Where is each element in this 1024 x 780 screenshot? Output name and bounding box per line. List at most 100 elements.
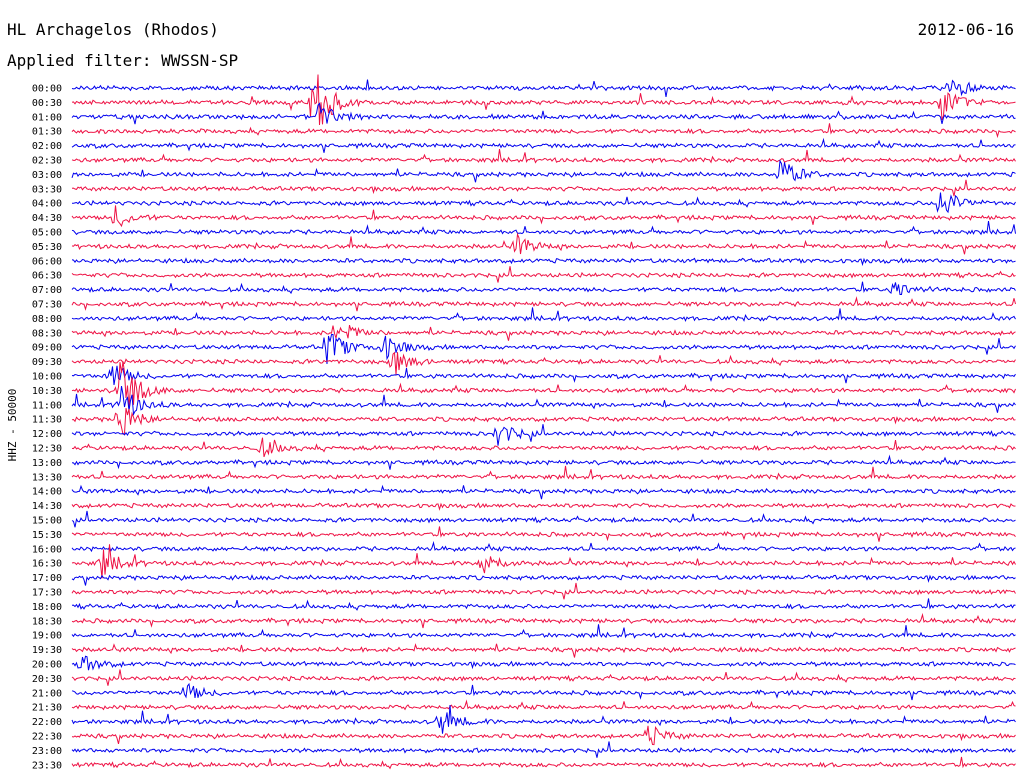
trace-line-23:00 xyxy=(71,741,1016,758)
trace-line-09:30 xyxy=(71,351,1016,375)
trace-line-14:00 xyxy=(71,484,1016,500)
trace-line-07:00 xyxy=(71,281,1016,295)
trace-line-05:00 xyxy=(71,221,1016,236)
trace-line-10:00 xyxy=(71,365,1016,385)
trace-line-03:30 xyxy=(71,179,1016,197)
trace-line-13:00 xyxy=(71,454,1016,470)
y-tick-label: 21:00 xyxy=(32,688,62,699)
y-tick-label: 08:00 xyxy=(32,314,62,325)
trace-line-15:30 xyxy=(71,526,1016,542)
y-tick-label: 18:00 xyxy=(32,602,62,613)
trace-line-19:00 xyxy=(71,624,1016,639)
time-tick-labels: 00:00 00:30 01:00 01:30 02:00 02:30 03:00 03:30… xyxy=(32,84,62,772)
y-tick-label: 17:30 xyxy=(32,588,62,599)
y-tick-label: 06:00 xyxy=(32,256,62,267)
trace-line-08:30 xyxy=(71,324,1016,341)
y-tick-label: 05:00 xyxy=(32,228,62,239)
trace-line-22:30 xyxy=(71,725,1016,746)
trace-line-22:00 xyxy=(71,704,1016,734)
y-tick-label: 22:00 xyxy=(32,717,62,728)
y-tick-label: 10:00 xyxy=(32,372,62,383)
trace-line-16:00 xyxy=(71,540,1016,553)
y-tick-label: 10:30 xyxy=(32,386,62,397)
y-tick-label: 23:30 xyxy=(32,760,62,771)
trace-line-06:00 xyxy=(71,257,1016,267)
y-tick-label: 13:30 xyxy=(32,472,62,483)
trace-line-02:00 xyxy=(71,137,1016,153)
y-tick-label: 12:00 xyxy=(32,429,62,440)
y-tick-label: 11:00 xyxy=(32,400,62,411)
y-tick-label: 16:30 xyxy=(32,559,62,570)
trace-group xyxy=(71,74,1016,770)
y-tick-label: 00:30 xyxy=(32,98,62,109)
trace-line-05:30 xyxy=(71,232,1016,255)
y-tick-label: 07:00 xyxy=(32,285,62,296)
trace-line-07:30 xyxy=(71,296,1016,312)
y-tick-label: 03:00 xyxy=(32,170,62,181)
y-tick-label: 18:30 xyxy=(32,616,62,627)
trace-line-21:30 xyxy=(71,699,1016,711)
y-tick-label: 01:30 xyxy=(32,127,62,138)
trace-line-23:30 xyxy=(71,756,1016,770)
y-tick-label: 06:30 xyxy=(32,271,62,282)
trace-line-10:30 xyxy=(71,361,1016,409)
trace-line-00:00 xyxy=(71,79,1016,97)
trace-line-21:00 xyxy=(71,682,1016,701)
y-tick-label: 14:00 xyxy=(32,487,62,498)
trace-line-11:00 xyxy=(71,386,1016,417)
y-tick-label: 11:30 xyxy=(32,415,62,426)
trace-line-18:30 xyxy=(71,612,1016,629)
trace-line-17:00 xyxy=(71,574,1016,586)
trace-line-20:00 xyxy=(71,655,1016,671)
y-tick-label: 14:30 xyxy=(32,501,62,512)
trace-line-00:30 xyxy=(71,74,1016,126)
y-tick-label: 02:00 xyxy=(32,141,62,152)
trace-line-06:30 xyxy=(71,266,1016,283)
trace-line-12:00 xyxy=(71,424,1016,446)
y-tick-label: 03:30 xyxy=(32,184,62,195)
y-tick-label: 07:30 xyxy=(32,300,62,311)
y-tick-label: 15:00 xyxy=(32,516,62,527)
trace-line-11:30 xyxy=(71,407,1016,435)
y-axis-label: HHZ - 50000 xyxy=(6,389,19,462)
y-tick-label: 13:00 xyxy=(32,458,62,469)
trace-line-14:30 xyxy=(71,502,1016,511)
y-tick-label: 09:00 xyxy=(32,343,62,354)
date-label: 2012-06-16 xyxy=(918,20,1014,39)
y-tick-label: 22:30 xyxy=(32,732,62,743)
y-tick-label: 19:30 xyxy=(32,645,62,656)
trace-line-01:00 xyxy=(71,102,1016,125)
y-tick-label: 20:00 xyxy=(32,660,62,671)
y-tick-label: 02:30 xyxy=(32,156,62,167)
y-tick-label: 16:00 xyxy=(32,544,62,555)
y-tick-label: 05:30 xyxy=(32,242,62,253)
trace-line-04:00 xyxy=(71,192,1016,214)
y-tick-label: 04:00 xyxy=(32,199,62,210)
y-tick-label: 12:30 xyxy=(32,444,62,455)
trace-line-17:30 xyxy=(71,582,1016,600)
trace-line-03:00 xyxy=(71,159,1016,183)
trace-line-12:30 xyxy=(71,437,1016,458)
trace-line-08:00 xyxy=(71,307,1016,323)
trace-line-19:30 xyxy=(71,643,1016,658)
trace-line-02:30 xyxy=(71,149,1016,164)
y-tick-label: 15:30 xyxy=(32,530,62,541)
trace-line-04:30 xyxy=(71,205,1016,228)
trace-line-15:00 xyxy=(71,510,1016,528)
y-tick-label: 08:30 xyxy=(32,328,62,339)
y-tick-label: 19:00 xyxy=(32,631,62,642)
y-tick-label: 17:00 xyxy=(32,573,62,584)
filter-label: Applied filter: WWSSN-SP xyxy=(7,51,238,70)
station-title: HL Archagelos (Rhodos) xyxy=(7,20,219,39)
y-tick-label: 00:00 xyxy=(32,84,62,95)
y-tick-label: 23:00 xyxy=(32,746,62,757)
trace-line-01:30 xyxy=(71,123,1016,139)
y-tick-label: 01:00 xyxy=(32,112,62,123)
trace-line-16:30 xyxy=(71,544,1016,579)
y-tick-label: 20:30 xyxy=(32,674,62,685)
trace-line-09:00 xyxy=(71,333,1016,365)
trace-line-18:00 xyxy=(71,598,1016,611)
trace-line-13:30 xyxy=(71,465,1016,481)
trace-line-20:30 xyxy=(71,669,1016,686)
